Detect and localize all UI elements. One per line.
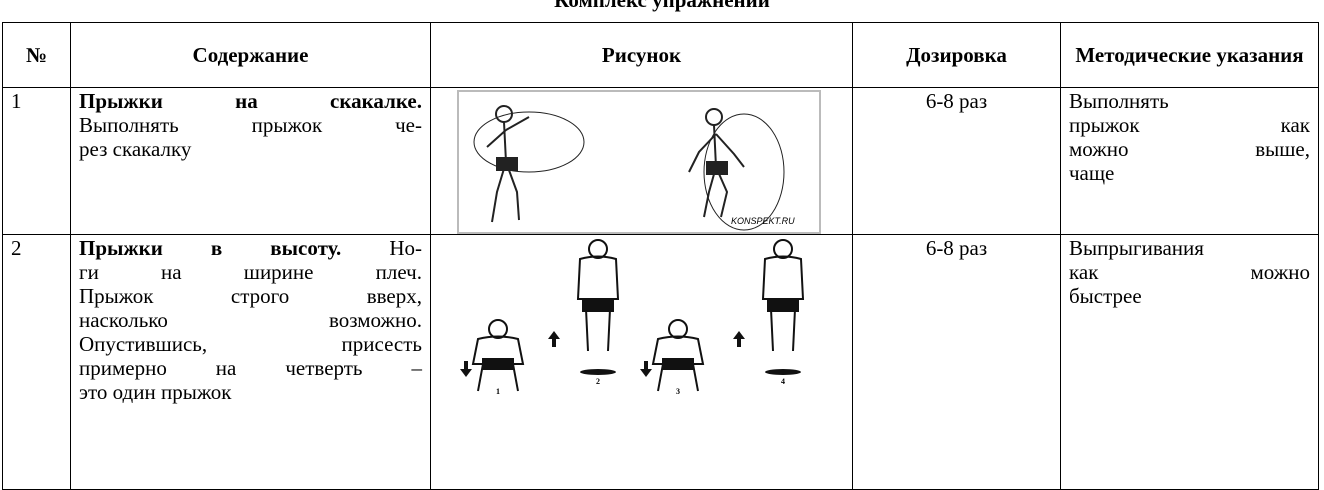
number: 2 — [2, 234, 71, 490]
header-cell: Методические указания — [1060, 22, 1319, 88]
line: Прыжки в высоту. Но- — [79, 236, 422, 260]
line: ги на ширине плеч. — [79, 260, 422, 284]
header-cell: Рисунок — [430, 22, 853, 88]
line: можно выше, — [1069, 137, 1310, 161]
line: Выполнять прыжок че- — [79, 113, 422, 137]
line: рез скакалку — [79, 137, 192, 161]
figure-label: 4 — [781, 377, 785, 386]
image-caption: KONSPEKT.RU — [731, 216, 795, 226]
line: это один прыжок — [79, 380, 232, 404]
jump-image: 1 2 3 4 — [460, 239, 805, 396]
line: чаще — [1069, 161, 1115, 185]
title: Комплекс упражнений — [554, 0, 770, 12]
row: 1 Прыжки на скакалке. Выполнять прыжок ч… — [2, 87, 1319, 235]
bold-text: Прыжки в высоту. — [79, 236, 342, 260]
content: Прыжки в высоту. Но- ги на ширине плеч. … — [70, 234, 431, 490]
bold-text: Прыжки на скакалке. — [79, 89, 422, 113]
number: 1 — [2, 87, 71, 235]
dosage: 6-8 раз — [852, 234, 1061, 490]
notes: Выполнять прыжок как можно выше, чаще — [1060, 87, 1319, 235]
row: 2 Прыжки в высоту. Но- ги на ширине плеч… — [2, 234, 1319, 490]
header-row: № Содержание Рисунок Дозировка Методичес… — [2, 22, 1319, 88]
line: как можно — [1069, 260, 1310, 284]
line: Прыжки на скакалке. — [79, 89, 422, 113]
content: Прыжки на скакалке. Выполнять прыжок че-… — [70, 87, 431, 235]
exercise-table: № Содержание Рисунок Дозировка Методичес… — [2, 22, 1319, 490]
line: быстрее — [1069, 284, 1142, 308]
figure-label: 2 — [596, 377, 600, 386]
header-cell: № — [2, 22, 71, 88]
image-cell: 1 2 3 4 — [430, 234, 853, 490]
header-cell: Содержание — [70, 22, 431, 88]
dosage: 6-8 раз — [852, 87, 1061, 235]
figure-label: 1 — [496, 387, 500, 396]
notes: Выпрыгивания как можно быстрее — [1060, 234, 1319, 490]
header-cell: Дозировка — [852, 22, 1061, 88]
line: примерно на четверть – — [79, 356, 422, 380]
line: Выпрыгивания — [1069, 236, 1204, 260]
line: насколько возможно. — [79, 308, 422, 332]
line: Прыжок строго вверх, — [79, 284, 422, 308]
line: Выполнять — [1069, 89, 1169, 113]
line: Опустившись, присесть — [79, 332, 422, 356]
image-cell: KONSPEKT.RU — [430, 87, 853, 235]
figure-label: 3 — [676, 387, 680, 396]
text: Но- — [341, 236, 422, 260]
jump-rope-image: KONSPEKT.RU — [457, 90, 821, 234]
line: прыжок как — [1069, 113, 1310, 137]
